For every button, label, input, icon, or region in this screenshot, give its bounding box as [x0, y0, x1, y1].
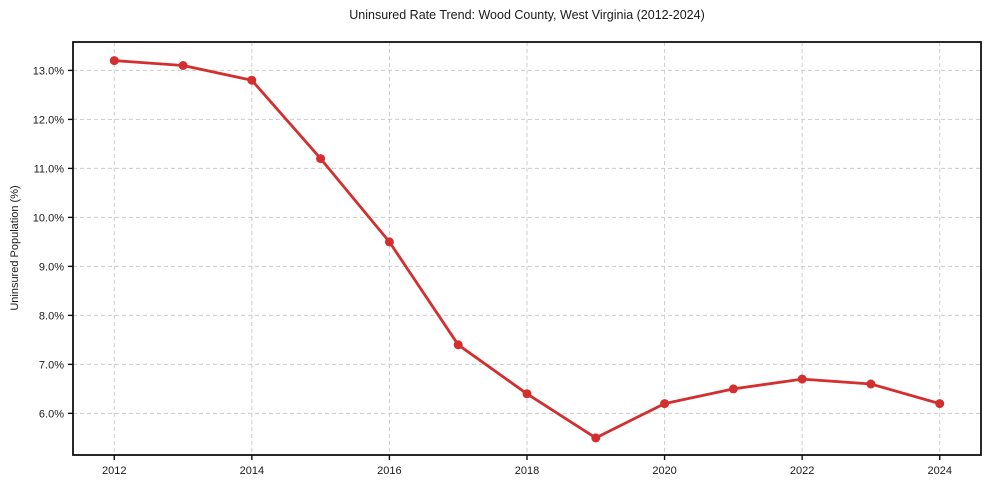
- chart-title: Uninsured Rate Trend: Wood County, West …: [349, 8, 705, 22]
- data-point-2021: [728, 384, 738, 394]
- data-point-2014: [247, 75, 257, 85]
- y-tick-label: 11.0%: [34, 163, 65, 175]
- data-point-2024: [935, 399, 945, 409]
- x-tick-label: 2016: [377, 465, 401, 477]
- data-point-2016: [384, 237, 394, 247]
- data-point-2019: [591, 433, 601, 443]
- x-tick-label: 2022: [790, 465, 814, 477]
- y-tick-label: 13.0%: [33, 65, 64, 77]
- x-tick-label: 2020: [652, 465, 676, 477]
- y-tick-label: 8.0%: [39, 310, 64, 322]
- data-point-2018: [522, 389, 532, 399]
- data-point-2015: [316, 154, 326, 164]
- y-tick-label: 10.0%: [33, 212, 64, 224]
- x-tick-label: 2014: [240, 465, 264, 477]
- y-tick-label: 6.0%: [39, 408, 64, 420]
- data-point-2022: [797, 374, 807, 384]
- data-point-2020: [660, 399, 670, 409]
- y-tick-label: 9.0%: [39, 261, 64, 273]
- x-tick-label: 2024: [927, 465, 951, 477]
- y-axis-label-text: Uninsured Population (%): [9, 185, 21, 311]
- data-point-2013: [178, 61, 188, 70]
- x-tick-label: 2018: [515, 465, 539, 477]
- y-tick-label: 12.0%: [33, 114, 64, 126]
- data-point-2023: [866, 379, 876, 389]
- x-tick-label: 2012: [102, 465, 126, 477]
- data-point-2017: [453, 340, 463, 350]
- y-tick-label: 7.0%: [39, 359, 64, 371]
- data-point-2012: [109, 56, 119, 66]
